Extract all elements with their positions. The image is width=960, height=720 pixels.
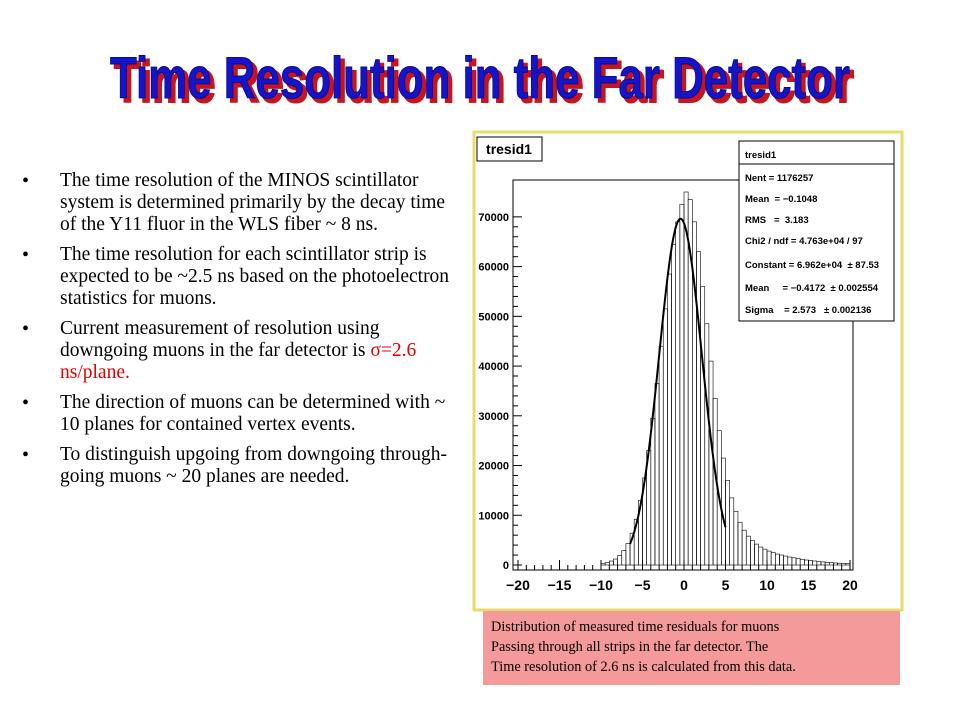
x-tick-label: −5 <box>635 577 651 593</box>
y-tick-label: 40000 <box>478 361 509 373</box>
histogram-bin <box>845 563 851 566</box>
y-tick-label: 20000 <box>478 461 509 473</box>
stats-line: Chi2 / ndf = 4.763e+04 / 97 <box>745 236 863 247</box>
y-axis: 0 10000 20000 30000 40000 50000 60000 70000 <box>478 212 522 572</box>
stats-line: Sigma = 2.573 ± 0.002136 <box>745 305 871 316</box>
title-shadow: Time Resolution in the Far Detector <box>114 50 854 115</box>
y-tick-label: 10000 <box>478 510 509 522</box>
bullet-item: Current measurement of resolution using … <box>22 318 452 384</box>
caption-line: Time resolution of 2.6 ns is calculated … <box>491 659 796 675</box>
bullet-item: To distinguish upgoing from downgoing th… <box>22 444 452 488</box>
x-tick-label: 0 <box>680 577 688 593</box>
stats-line: RMS = 3.183 <box>745 215 809 226</box>
bullet-item: The time resolution of the MINOS scintil… <box>22 170 452 236</box>
histogram-title: tresid1 <box>486 141 532 157</box>
slide-title: Time Resolution in the Far Detector Time… <box>110 46 856 117</box>
x-axis: −20 −15 −10 −5 0 5 10 15 20 <box>506 560 858 593</box>
y-tick-label: 0 <box>503 560 509 572</box>
histogram-title-box: tresid1 <box>476 136 543 162</box>
caption-line: Distribution of measured time residuals … <box>491 619 780 635</box>
x-tick-label: 10 <box>759 577 775 593</box>
x-tick-label: −10 <box>589 577 613 593</box>
stats-line: Nent = 1176257 <box>745 173 813 184</box>
y-tick-label: 50000 <box>478 311 509 323</box>
x-tick-label: 15 <box>801 577 817 593</box>
x-tick-label: −15 <box>548 577 572 593</box>
bullet-item: The time resolution for each scintillato… <box>22 244 452 310</box>
gaussian-fit-curve <box>629 217 727 545</box>
title-text: Time Resolution in the Far Detector <box>110 46 850 111</box>
stats-line: Mean = −0.1048 <box>745 194 817 205</box>
x-tick-label: −20 <box>506 577 530 593</box>
caption-line: Passing through all strips in the far de… <box>491 639 769 655</box>
y-tick-label: 70000 <box>478 212 509 224</box>
x-tick-label: 5 <box>722 577 730 593</box>
figure-caption: Distribution of measured time residuals … <box>483 611 900 685</box>
x-tick-label: 20 <box>842 577 858 593</box>
stats-line: Mean = −0.4172 ± 0.002554 <box>745 283 879 294</box>
y-tick-label: 30000 <box>478 411 509 423</box>
bullet-list: The time resolution of the MINOS scintil… <box>22 170 452 496</box>
y-tick-label: 60000 <box>478 262 509 274</box>
bullet-item: The direction of muons can be determined… <box>22 392 452 436</box>
sigma-highlight: σ=2.6 ns/plane. <box>60 340 417 383</box>
stats-box: tresid1 Nent = 1176257 Mean = −0.1048 RM… <box>738 140 895 322</box>
stats-line: Constant = 6.962e+04 ± 87.53 <box>745 260 879 271</box>
stats-name: tresid1 <box>745 150 777 161</box>
